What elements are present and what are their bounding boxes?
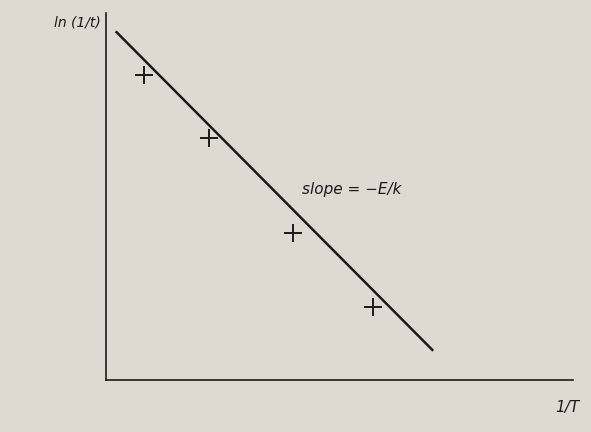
Text: 1/T: 1/T [555,400,579,415]
Text: slope = −E/k: slope = −E/k [303,182,402,197]
Text: ln (1/t): ln (1/t) [54,15,100,29]
